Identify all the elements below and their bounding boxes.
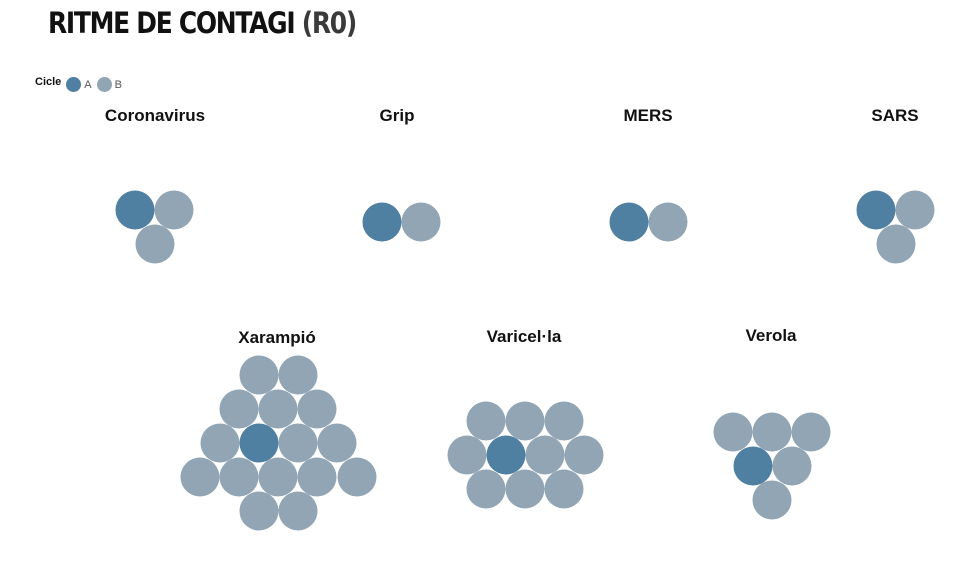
legend-swatch-a	[66, 76, 82, 92]
circle-b	[154, 190, 194, 230]
circle-b	[200, 423, 240, 463]
circle-b	[317, 423, 357, 463]
circle-b	[713, 412, 753, 452]
circle-a	[856, 190, 896, 230]
legend-title: Cicle	[35, 76, 62, 88]
circle-b	[239, 355, 279, 395]
legend-swatch-b	[96, 76, 112, 92]
circle-b	[648, 202, 688, 242]
circle-b	[219, 389, 259, 429]
category-cat-0: Coronavirus	[105, 106, 205, 264]
circle-b	[337, 457, 377, 497]
legend: Cicle A B	[35, 75, 127, 93]
circle-b	[278, 355, 318, 395]
category-label: MERS	[623, 106, 672, 125]
circle-a	[609, 202, 649, 242]
circle-b	[278, 491, 318, 531]
circle-b	[219, 457, 259, 497]
circle-b	[564, 435, 604, 475]
circle-b	[752, 480, 792, 520]
circle-b	[401, 202, 441, 242]
circle-b	[466, 469, 506, 509]
chart-title: RITME DE CONTAGI (R0)	[48, 6, 357, 40]
circle-b	[239, 491, 279, 531]
legend-label-a: A	[84, 79, 92, 91]
category-label: Grip	[380, 106, 415, 125]
circle-b	[297, 389, 337, 429]
circle-b	[447, 435, 487, 475]
category-cat-6: Verola	[713, 326, 831, 520]
circle-b	[544, 469, 584, 509]
circle-b	[525, 435, 565, 475]
category-label: Coronavirus	[105, 106, 205, 125]
category-label: Varicel·la	[487, 327, 562, 346]
chart-title-suffix: (R0)	[301, 6, 357, 40]
circle-a	[486, 435, 526, 475]
circle-b	[772, 446, 812, 486]
category-cat-1: Grip	[362, 106, 441, 242]
circle-a	[362, 202, 402, 242]
circle-a	[733, 446, 773, 486]
circle-b	[135, 224, 175, 264]
category-label: SARS	[871, 106, 918, 125]
circle-b	[258, 389, 298, 429]
category-cat-2: MERS	[609, 106, 688, 242]
circle-b	[297, 457, 337, 497]
chart-title-main: RITME DE CONTAGI	[48, 6, 296, 40]
circle-b	[752, 412, 792, 452]
category-cat-5: Varicel·la	[447, 327, 604, 509]
category-cat-3: SARS	[856, 106, 935, 264]
circle-b	[180, 457, 220, 497]
legend-label-b: B	[114, 79, 122, 91]
circle-b	[791, 412, 831, 452]
category-cat-4: Xarampió	[180, 328, 377, 531]
circle-a	[115, 190, 155, 230]
category-label: Xarampió	[238, 328, 315, 347]
circle-b	[505, 469, 545, 509]
category-label: Verola	[745, 326, 797, 345]
circle-b	[505, 401, 545, 441]
circle-b	[466, 401, 506, 441]
circle-a	[239, 423, 279, 463]
circle-b	[895, 190, 935, 230]
circle-b	[876, 224, 916, 264]
circle-b	[258, 457, 298, 497]
circle-b	[278, 423, 318, 463]
circle-b	[544, 401, 584, 441]
